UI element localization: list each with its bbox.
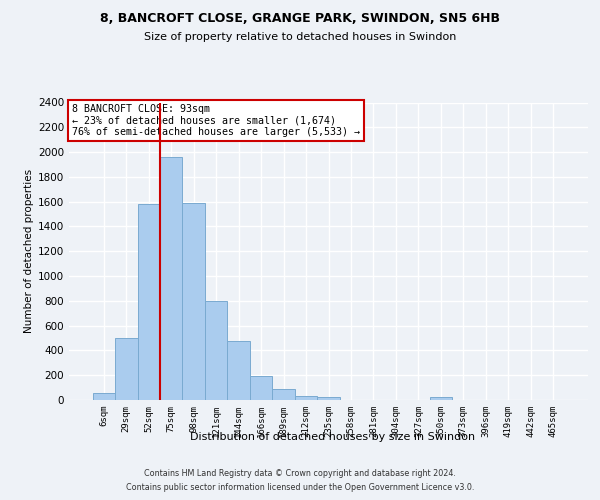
Bar [115,338,137,400]
Text: 8, BANCROFT CLOSE, GRANGE PARK, SWINDON, SN5 6HB: 8, BANCROFT CLOSE, GRANGE PARK, SWINDON,… [100,12,500,26]
Bar [317,397,340,400]
Text: Distribution of detached houses by size in Swindon: Distribution of detached houses by size … [190,432,476,442]
Bar [227,340,250,400]
Bar [160,157,182,400]
Bar [182,203,205,400]
Bar [272,389,295,400]
Text: Contains HM Land Registry data © Crown copyright and database right 2024.: Contains HM Land Registry data © Crown c… [144,470,456,478]
Bar [205,301,227,400]
Bar [295,396,317,400]
Bar [430,397,452,400]
Y-axis label: Number of detached properties: Number of detached properties [24,169,34,334]
Text: Contains public sector information licensed under the Open Government Licence v3: Contains public sector information licen… [126,483,474,492]
Text: 8 BANCROFT CLOSE: 93sqm
← 23% of detached houses are smaller (1,674)
76% of semi: 8 BANCROFT CLOSE: 93sqm ← 23% of detache… [71,104,359,137]
Bar [250,376,272,400]
Bar [92,392,115,400]
Text: Size of property relative to detached houses in Swindon: Size of property relative to detached ho… [144,32,456,42]
Bar [137,204,160,400]
